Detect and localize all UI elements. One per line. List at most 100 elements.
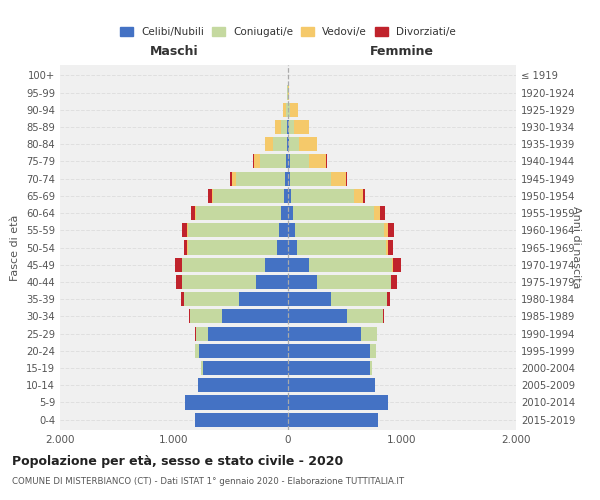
Bar — [188, 223, 279, 238]
Bar — [297, 240, 386, 254]
Bar — [388, 240, 394, 254]
Bar — [393, 258, 401, 272]
Bar — [288, 344, 370, 358]
Bar — [288, 137, 289, 152]
Bar — [212, 189, 214, 203]
Bar — [199, 344, 288, 358]
Bar — [288, 189, 291, 203]
Legend: Celibi/Nubili, Coniugati/e, Vedovi/e, Divorziati/e: Celibi/Nubili, Coniugati/e, Vedovi/e, Di… — [116, 23, 460, 41]
Bar — [291, 189, 353, 203]
Bar — [256, 275, 288, 289]
Bar — [232, 172, 236, 185]
Bar — [265, 258, 288, 272]
Text: Popolazione per età, sesso e stato civile - 2020: Popolazione per età, sesso e stato civil… — [12, 455, 343, 468]
Bar — [288, 326, 361, 340]
Y-axis label: Fasce di età: Fasce di età — [10, 214, 20, 280]
Bar — [279, 223, 288, 238]
Bar — [239, 292, 288, 306]
Bar — [273, 137, 287, 152]
Text: COMUNE DI MISTERBIANCO (CT) - Dati ISTAT 1° gennaio 2020 - Elaborazione TUTTITAL: COMUNE DI MISTERBIANCO (CT) - Dati ISTAT… — [12, 478, 404, 486]
Bar — [284, 189, 288, 203]
Bar — [309, 154, 326, 168]
Bar — [308, 258, 392, 272]
Bar — [202, 361, 203, 375]
Bar — [299, 137, 317, 152]
Bar — [288, 206, 293, 220]
Bar — [331, 292, 387, 306]
Bar — [182, 275, 256, 289]
Bar — [295, 223, 385, 238]
Bar — [347, 310, 383, 324]
Bar — [190, 310, 222, 324]
Y-axis label: Anni di nascita: Anni di nascita — [571, 206, 581, 289]
Bar — [184, 292, 239, 306]
Bar — [198, 378, 288, 392]
Bar — [182, 223, 187, 238]
Bar — [388, 223, 394, 238]
Bar — [230, 172, 232, 185]
Bar — [208, 189, 212, 203]
Bar — [288, 378, 374, 392]
Bar — [288, 292, 331, 306]
Bar — [176, 275, 182, 289]
Bar — [196, 206, 281, 220]
Bar — [383, 310, 384, 324]
Bar — [203, 361, 288, 375]
Bar — [286, 102, 288, 117]
Bar — [288, 258, 308, 272]
Bar — [370, 361, 372, 375]
Bar — [370, 344, 376, 358]
Bar — [277, 240, 288, 254]
Bar — [288, 412, 378, 426]
Bar — [288, 154, 290, 168]
Bar — [293, 206, 374, 220]
Bar — [317, 275, 391, 289]
Bar — [182, 258, 265, 272]
Bar — [181, 292, 184, 306]
Bar — [289, 120, 294, 134]
Bar — [288, 86, 289, 100]
Bar — [288, 240, 297, 254]
Bar — [214, 189, 284, 203]
Bar — [288, 310, 347, 324]
Bar — [236, 172, 285, 185]
Bar — [290, 172, 331, 185]
Bar — [288, 275, 317, 289]
Bar — [290, 154, 309, 168]
Bar — [288, 361, 370, 375]
Bar — [222, 310, 288, 324]
Bar — [288, 396, 388, 409]
Bar — [281, 206, 288, 220]
Bar — [283, 102, 286, 117]
Bar — [392, 258, 393, 272]
Bar — [362, 189, 365, 203]
Bar — [290, 102, 298, 117]
Bar — [361, 326, 377, 340]
Bar — [386, 240, 388, 254]
Bar — [196, 326, 208, 340]
Bar — [385, 223, 388, 238]
Bar — [260, 154, 286, 168]
Bar — [331, 172, 346, 185]
Bar — [288, 172, 290, 185]
Bar — [374, 206, 380, 220]
Bar — [388, 292, 390, 306]
Bar — [288, 102, 290, 117]
Bar — [281, 120, 287, 134]
Bar — [194, 344, 199, 358]
Bar — [287, 137, 288, 152]
Bar — [265, 137, 273, 152]
Bar — [353, 189, 362, 203]
Bar — [286, 154, 288, 168]
Text: Femmine: Femmine — [370, 44, 434, 58]
Bar — [189, 310, 190, 324]
Text: Maschi: Maschi — [149, 44, 199, 58]
Bar — [289, 137, 299, 152]
Bar — [191, 206, 195, 220]
Bar — [208, 326, 288, 340]
Bar — [391, 275, 397, 289]
Bar — [294, 120, 308, 134]
Bar — [185, 396, 288, 409]
Bar — [254, 154, 260, 168]
Bar — [188, 240, 277, 254]
